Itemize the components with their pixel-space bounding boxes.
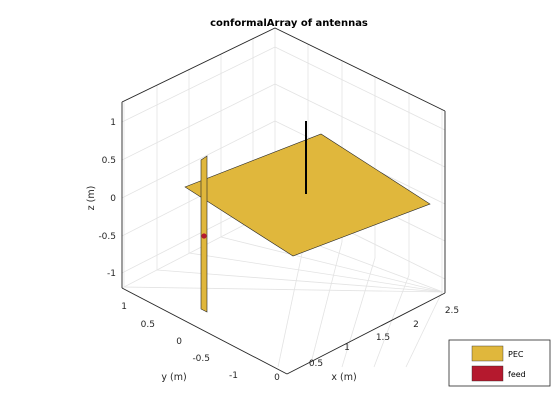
box-edges	[121, 27, 446, 375]
x-tick-label: 0.5	[309, 359, 323, 369]
z-tick-label: -1	[107, 269, 116, 279]
x-tick-label: 2.5	[445, 306, 459, 316]
z-axis-ticks: 1 0.5 0 -0.5 -1	[98, 118, 116, 279]
x-tick-label: 1	[344, 343, 350, 353]
y-tick-label: -0.5	[192, 354, 210, 364]
z-tick-label: 0	[110, 194, 116, 204]
y-tick-label: 1	[121, 302, 127, 312]
x-tick-label: 1.5	[376, 333, 390, 343]
x-axis-label: x (m)	[331, 372, 356, 383]
legend-swatch-pec	[471, 345, 504, 362]
x-tick-label: 2	[413, 320, 419, 330]
legend-swatch-feed	[471, 365, 504, 382]
y-tick-label: 0.5	[141, 320, 155, 330]
chart-title: conformalArray of antennas	[210, 18, 368, 29]
ground-plane	[184, 133, 431, 257]
z-tick-label: -0.5	[98, 232, 116, 242]
feed-point	[201, 233, 207, 239]
z-tick-label: 1	[110, 118, 116, 128]
legend-label-pec: PEC	[508, 350, 524, 359]
x-tick-label: 0	[274, 373, 280, 383]
z-tick-label: 0.5	[102, 156, 116, 166]
y-tick-label: 0	[176, 337, 182, 347]
z-axis-label: z (m)	[86, 186, 97, 211]
y-tick-label: -1	[229, 371, 238, 381]
antenna-geometry	[184, 121, 431, 313]
y-axis-ticks: 1 0.5 0 -0.5 -1	[121, 302, 238, 381]
x-axis-ticks: 0 0.5 1 1.5 2 2.5	[274, 306, 459, 383]
y-axis-label: y (m)	[161, 372, 186, 383]
legend-label-feed: feed	[508, 370, 526, 379]
legend[interactable]: PEC feed	[448, 339, 551, 387]
